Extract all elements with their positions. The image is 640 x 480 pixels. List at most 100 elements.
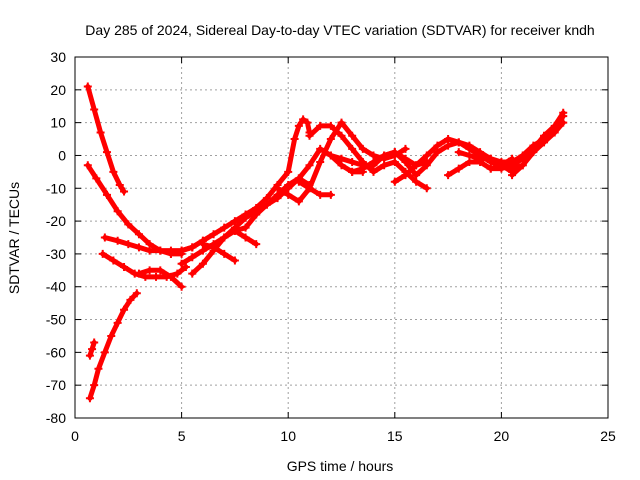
data-point bbox=[486, 154, 495, 163]
data-point bbox=[98, 249, 107, 258]
data-point bbox=[326, 190, 335, 199]
data-point bbox=[96, 128, 105, 137]
data-point bbox=[113, 318, 122, 327]
data-point bbox=[241, 213, 250, 222]
data-point bbox=[337, 118, 346, 127]
data-point bbox=[209, 243, 218, 252]
data-point bbox=[294, 197, 303, 206]
data-point bbox=[177, 282, 186, 291]
series-track-k bbox=[198, 240, 239, 265]
series-track-a bbox=[83, 82, 129, 196]
data-point bbox=[83, 161, 92, 170]
data-point bbox=[230, 256, 239, 265]
data-point bbox=[252, 240, 261, 249]
data-point bbox=[305, 161, 314, 170]
data-point bbox=[188, 253, 197, 262]
y-tick-label: -70 bbox=[46, 377, 66, 393]
data-point bbox=[454, 148, 463, 157]
series-track-g bbox=[134, 266, 186, 291]
data-point bbox=[348, 131, 357, 140]
data-point bbox=[102, 148, 111, 157]
data-point bbox=[107, 331, 116, 340]
series-track-v bbox=[508, 118, 568, 180]
y-tick-label: -40 bbox=[46, 279, 66, 295]
data-point bbox=[166, 272, 175, 281]
data-point bbox=[401, 144, 410, 153]
data-point bbox=[113, 207, 122, 216]
data-point bbox=[326, 151, 335, 160]
data-point bbox=[529, 148, 538, 157]
data-point bbox=[177, 246, 186, 255]
data-point bbox=[85, 351, 94, 360]
data-point bbox=[90, 338, 99, 347]
data-point bbox=[109, 167, 118, 176]
data-point bbox=[145, 266, 154, 275]
data-point bbox=[390, 148, 399, 157]
data-point bbox=[109, 256, 118, 265]
data-point bbox=[444, 171, 453, 180]
data-point bbox=[188, 243, 197, 252]
data-point bbox=[115, 180, 124, 189]
data-point bbox=[241, 223, 250, 232]
data-point bbox=[559, 108, 568, 117]
axis-ticks: 0 5 10 15 20 25 -80 -70 -60 -50 -40 -30 -20 -10 0 10 20 3… bbox=[46, 49, 616, 444]
y-tick-label: 30 bbox=[50, 49, 66, 65]
data-point bbox=[508, 161, 517, 170]
data-point bbox=[102, 190, 111, 199]
data-point bbox=[358, 164, 367, 173]
data-point bbox=[326, 135, 335, 144]
data-point bbox=[126, 295, 135, 304]
data-point bbox=[273, 184, 282, 193]
data-point bbox=[181, 263, 190, 272]
data-point bbox=[299, 115, 308, 124]
data-point bbox=[390, 158, 399, 167]
data-point bbox=[348, 158, 357, 167]
data-point bbox=[134, 243, 143, 252]
data-point bbox=[465, 151, 474, 160]
y-tick-label: -80 bbox=[46, 410, 66, 426]
data-point bbox=[422, 161, 431, 170]
x-tick-label: 0 bbox=[71, 428, 79, 444]
data-point bbox=[316, 190, 325, 199]
data-point bbox=[209, 230, 218, 239]
data-point bbox=[124, 220, 133, 229]
data-point bbox=[220, 233, 229, 242]
data-point bbox=[401, 171, 410, 180]
y-tick-label: 10 bbox=[50, 115, 66, 131]
data-point bbox=[294, 121, 303, 130]
data-point bbox=[348, 144, 357, 153]
data-point bbox=[337, 131, 346, 140]
data-point bbox=[294, 177, 303, 186]
series-trace bbox=[200, 241, 238, 263]
series-track-d bbox=[85, 338, 99, 360]
data-point bbox=[412, 171, 421, 180]
series-trace bbox=[509, 120, 566, 178]
data-point bbox=[100, 233, 109, 242]
data-point bbox=[326, 121, 335, 130]
data-point bbox=[134, 269, 143, 278]
data-point bbox=[120, 305, 129, 314]
x-axis-label: GPS time / hours bbox=[287, 458, 394, 474]
data-point bbox=[173, 269, 182, 278]
y-tick-label: -60 bbox=[46, 344, 66, 360]
data-point bbox=[559, 118, 568, 127]
data-point bbox=[120, 187, 129, 196]
data-point bbox=[369, 158, 378, 167]
data-point bbox=[358, 144, 367, 153]
data-point bbox=[401, 158, 410, 167]
y-axis-label: SDTVAR / TECUs bbox=[6, 182, 22, 294]
data-point bbox=[83, 82, 92, 91]
data-point bbox=[337, 154, 346, 163]
data-point bbox=[273, 194, 282, 203]
data-point bbox=[390, 177, 399, 186]
data-point bbox=[422, 151, 431, 160]
data-point bbox=[316, 158, 325, 167]
data-point bbox=[156, 266, 165, 275]
y-tick-label: -10 bbox=[46, 180, 66, 196]
data-point bbox=[540, 138, 549, 147]
data-point bbox=[422, 184, 431, 193]
data-point bbox=[94, 364, 103, 373]
data-point bbox=[100, 348, 109, 357]
data-point bbox=[486, 164, 495, 173]
